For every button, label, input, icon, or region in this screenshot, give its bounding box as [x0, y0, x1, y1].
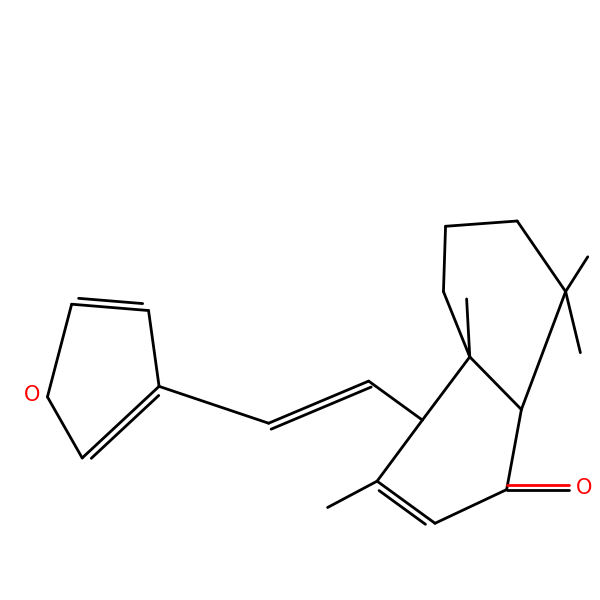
- Text: O: O: [577, 478, 593, 498]
- Text: O: O: [23, 385, 40, 406]
